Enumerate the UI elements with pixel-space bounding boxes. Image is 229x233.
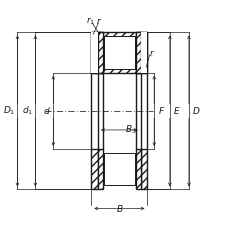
Text: $r$: $r$ bbox=[95, 16, 101, 26]
Bar bbox=[98, 32, 102, 73]
Bar bbox=[140, 32, 147, 73]
Bar bbox=[103, 153, 135, 185]
Bar bbox=[140, 149, 147, 189]
Bar bbox=[136, 32, 140, 73]
Bar bbox=[136, 32, 140, 73]
Text: $E$: $E$ bbox=[172, 105, 180, 116]
Bar bbox=[136, 149, 140, 189]
Bar bbox=[91, 32, 147, 73]
Text: $D_1$: $D_1$ bbox=[3, 105, 15, 117]
Bar bbox=[103, 36, 135, 69]
Text: $B_3$: $B_3$ bbox=[125, 124, 136, 136]
Bar bbox=[91, 32, 98, 73]
Text: $r$: $r$ bbox=[149, 48, 155, 58]
Text: $B$: $B$ bbox=[115, 203, 123, 214]
Bar bbox=[98, 149, 102, 189]
Bar bbox=[91, 32, 98, 73]
Text: $d_1$: $d_1$ bbox=[22, 105, 33, 117]
Text: $F$: $F$ bbox=[157, 105, 164, 116]
Text: $d$: $d$ bbox=[43, 105, 51, 116]
Text: $D$: $D$ bbox=[191, 105, 199, 116]
Text: $r_1$: $r_1$ bbox=[86, 15, 95, 27]
Bar bbox=[103, 36, 135, 69]
Bar bbox=[140, 32, 147, 73]
Bar bbox=[98, 32, 102, 73]
Bar bbox=[91, 149, 98, 189]
